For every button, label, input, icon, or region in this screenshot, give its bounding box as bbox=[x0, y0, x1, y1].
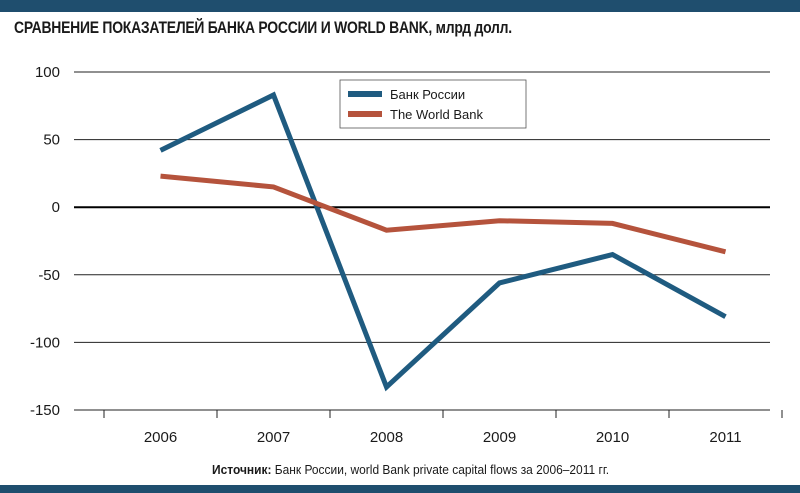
chart-title-main: СРАВНЕНИЕ ПОКАЗАТЕЛЕЙ БАНКА РОССИИ И WOR… bbox=[14, 18, 433, 37]
series-line-0 bbox=[159, 91, 727, 392]
source-text: Банк России, world Bank private capital … bbox=[274, 462, 610, 477]
x-tick-label: 2009 bbox=[483, 429, 516, 446]
chart-title: СРАВНЕНИЕ ПОКАЗАТЕЛЕЙ БАНКА РОССИИ И WOR… bbox=[14, 18, 512, 38]
series-line-1 bbox=[160, 173, 727, 255]
y-tick-label: -50 bbox=[38, 267, 60, 284]
y-tick-label: 100 bbox=[35, 64, 60, 81]
y-tick-label: -150 bbox=[30, 402, 60, 419]
x-tick-label: 2007 bbox=[257, 429, 290, 446]
legend-box bbox=[339, 79, 527, 129]
x-tick-label: 2008 bbox=[370, 429, 403, 446]
bottom-accent-bar bbox=[0, 485, 800, 493]
chart-title-unit: млрд долл. bbox=[435, 18, 512, 37]
source-note: Источник: Банк России, world Bank privat… bbox=[212, 462, 609, 477]
legend-label-0: Банк России bbox=[390, 87, 465, 102]
top-accent-bar bbox=[0, 0, 800, 12]
source-label: Источник: bbox=[212, 462, 272, 477]
y-tick-label: 0 bbox=[52, 199, 60, 216]
legend-label-1: The World Bank bbox=[390, 107, 483, 122]
x-tick-label: 2010 bbox=[596, 429, 629, 446]
x-tick-label: 2006 bbox=[144, 429, 177, 446]
x-tick-label: 2011 bbox=[709, 429, 741, 446]
y-tick-label: 50 bbox=[43, 132, 60, 149]
y-tick-label: -100 bbox=[30, 334, 60, 351]
